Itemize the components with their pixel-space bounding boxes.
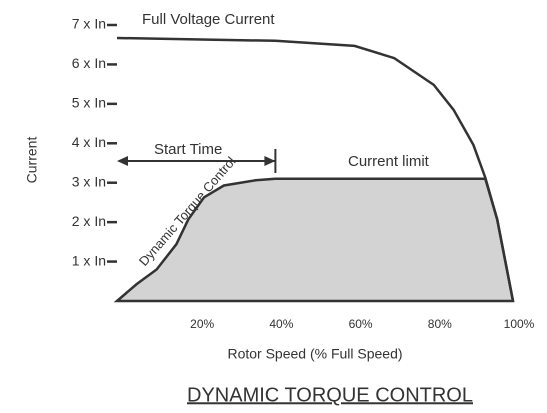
y-tick-label: 1 x In <box>72 252 106 268</box>
x-tick-label: 20% <box>190 317 214 331</box>
series-label: Current limit <box>348 153 430 170</box>
series-label: Full Voltage Current <box>142 11 275 28</box>
y-tick-label: 3 x In <box>72 173 106 189</box>
x-axis-label: Rotor Speed (% Full Speed) <box>227 346 402 362</box>
y-tick-label: 4 x In <box>72 134 106 150</box>
x-tick-label: 60% <box>349 317 373 331</box>
line <box>116 36 515 302</box>
y-tick-label: 5 x In <box>72 95 106 111</box>
arrow-head <box>117 156 128 166</box>
x-tick-label: 40% <box>269 317 293 331</box>
y-tick-label: 6 x In <box>72 55 106 71</box>
y-axis-label: Current <box>24 137 40 184</box>
x-tick-label: 100% <box>504 317 535 331</box>
y-tick-label: 7 x In <box>72 16 106 32</box>
y-tick-label: 2 x In <box>72 213 106 229</box>
x-tick-label: 80% <box>428 317 452 331</box>
arrow-head <box>264 156 276 166</box>
chart-title: DYNAMIC TORQUE CONTROL <box>187 384 473 406</box>
area <box>113 177 515 303</box>
start-time-label: Start Time <box>154 141 222 158</box>
